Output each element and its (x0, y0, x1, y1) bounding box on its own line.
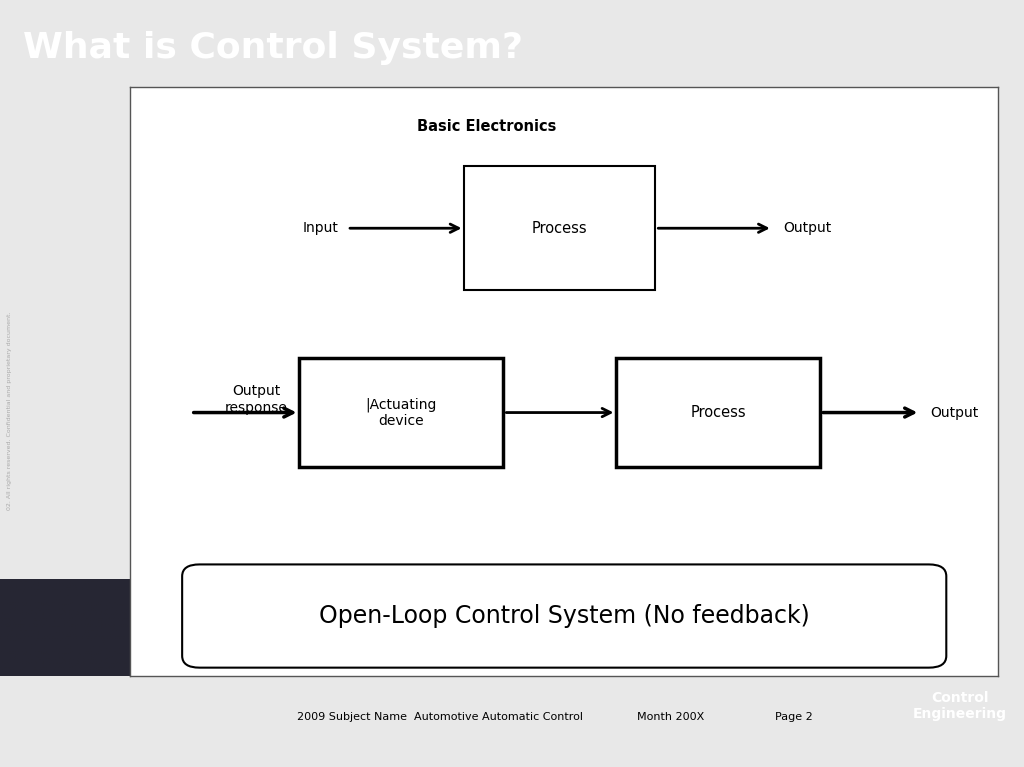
Text: Output: Output (931, 406, 979, 420)
Text: What is Control System?: What is Control System? (23, 31, 522, 64)
Text: Page 2: Page 2 (775, 713, 812, 723)
Text: Open-Loop Control System (No feedback): Open-Loop Control System (No feedback) (318, 604, 810, 627)
Text: Process: Process (690, 405, 746, 420)
Text: Process: Process (532, 221, 588, 235)
Text: Control
Engineering: Control Engineering (913, 690, 1007, 721)
Text: Output: Output (783, 221, 831, 235)
Text: Input: Input (302, 221, 339, 235)
Text: Month 200X: Month 200X (637, 713, 705, 723)
Text: Output
response: Output response (225, 384, 288, 415)
Text: Basic Electronics: Basic Electronics (417, 119, 556, 134)
Bar (616, 358, 820, 467)
Bar (464, 166, 655, 290)
Text: 02. All rights reserved. Confidential and proprietary document.: 02. All rights reserved. Confidential an… (7, 312, 11, 510)
Bar (299, 358, 504, 467)
FancyBboxPatch shape (182, 565, 946, 667)
Text: 2009 Subject Name  Automotive Automatic Control: 2009 Subject Name Automotive Automatic C… (297, 713, 584, 723)
Text: |Actuating
device: |Actuating device (366, 397, 437, 428)
